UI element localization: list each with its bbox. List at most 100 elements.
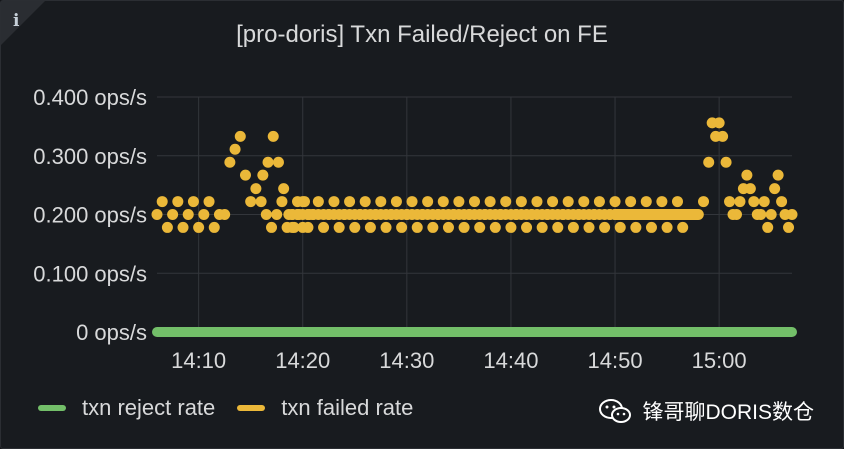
failed-rate-point	[293, 209, 305, 220]
failed-rate-point	[208, 221, 220, 233]
failed-rate-point	[698, 196, 710, 208]
failed-rate-point	[193, 221, 205, 233]
failed-rate-point	[298, 196, 310, 208]
y-tick-label: 0.400 ops/s	[33, 85, 147, 110]
failed-rate-point	[288, 221, 300, 233]
failed-rate-point	[772, 169, 784, 181]
legend-item-txn-failed-rate[interactable]: txn failed rate	[237, 395, 413, 421]
failed-rate-point	[177, 221, 189, 233]
failed-rate-point	[758, 196, 770, 208]
failed-rate-point	[161, 221, 173, 233]
failed-rate-point	[260, 209, 272, 220]
failed-rate-point	[406, 196, 418, 208]
wechat-icon	[599, 399, 632, 423]
x-axis-ticks: 14:10 14:20 14:30 14:40 14:50 15:00	[171, 348, 747, 373]
failed-rate-point	[630, 221, 642, 233]
x-tick-label: 14:30	[379, 348, 434, 373]
failed-rate-point	[453, 196, 465, 208]
failed-rate-point	[531, 196, 543, 208]
failed-rate-point	[364, 221, 376, 233]
failed-rate-point	[552, 221, 564, 233]
failed-rate-point	[271, 209, 283, 220]
failed-rate-point	[422, 196, 434, 208]
legend-swatch	[237, 405, 266, 411]
failed-rate-point	[442, 221, 454, 233]
failed-rate-point	[283, 209, 295, 220]
failed-rate-point	[783, 221, 795, 233]
failed-rate-point	[521, 221, 533, 233]
failed-rate-point	[250, 183, 262, 195]
failed-rate-point	[380, 221, 392, 233]
failed-rate-point	[156, 196, 168, 208]
failed-rate-point	[333, 221, 345, 233]
failed-rate-point	[724, 196, 736, 208]
failed-rate-point	[474, 221, 486, 233]
failed-rate-point	[583, 221, 595, 233]
failed-rate-point	[359, 196, 371, 208]
failed-rate-point	[640, 196, 652, 208]
failed-rate-point	[239, 169, 251, 181]
failed-rate-point	[187, 196, 199, 208]
failed-rate-point	[344, 196, 356, 208]
failed-rate-point	[489, 221, 501, 233]
failed-rate-point	[536, 221, 548, 233]
failed-rate-point	[505, 221, 517, 233]
failed-rate-point	[234, 130, 246, 142]
failed-rate-point	[278, 183, 290, 195]
failed-rate-point	[375, 196, 387, 208]
failed-rate-point	[245, 196, 257, 208]
watermark: 锋哥聊DORIS数仓	[598, 396, 814, 426]
info-icon[interactable]: i	[13, 11, 20, 31]
failed-rate-point	[515, 196, 527, 208]
failed-rate-point	[304, 209, 316, 220]
panel-title[interactable]: [pro-doris] Txn Failed/Reject on FE	[236, 21, 608, 48]
failed-rate-point	[266, 221, 278, 233]
y-tick-label: 0.100 ops/s	[33, 261, 147, 286]
failed-rate-point	[614, 221, 626, 233]
failed-rate-point	[172, 196, 184, 208]
failed-rate-point	[713, 117, 725, 129]
failed-rate-point	[469, 196, 480, 208]
failed-rate-point	[219, 209, 231, 220]
failed-rate-point	[198, 209, 210, 220]
failed-rate-point	[267, 130, 279, 142]
panel-info-corner[interactable]	[1, 1, 45, 45]
x-tick-label: 14:40	[483, 348, 538, 373]
legend-label: txn failed rate	[281, 395, 414, 420]
failed-rate-point	[741, 169, 753, 181]
failed-rate-point	[203, 196, 215, 208]
failed-rate-point	[390, 196, 402, 208]
failed-rate-point	[312, 196, 324, 208]
failed-rate-point	[349, 221, 361, 233]
failed-rate-point	[720, 156, 732, 168]
failed-rate-point	[272, 156, 284, 168]
failed-rate-point	[703, 156, 715, 168]
failed-rate-point	[182, 209, 194, 220]
failed-rate-point	[151, 209, 163, 220]
failed-rate-point	[645, 221, 657, 233]
failed-rate-point	[318, 221, 330, 233]
y-tick-label: 0 ops/s	[76, 320, 147, 345]
failed-rate-point	[578, 196, 590, 208]
failed-rate-point	[328, 196, 340, 208]
failed-rate-point	[671, 196, 683, 208]
x-tick-label: 14:20	[275, 348, 330, 373]
legend-swatch	[38, 405, 66, 411]
y-axis-ticks: 0 ops/s 0.100 ops/s 0.200 ops/s 0.300 ops/s…	[33, 85, 147, 345]
x-tick-label: 14:50	[588, 348, 643, 373]
failed-rate-point	[567, 221, 579, 233]
failed-rate-point	[547, 196, 559, 208]
series-txn-failed-rate	[151, 117, 798, 233]
failed-rate-point	[593, 196, 605, 208]
failed-rate-point	[167, 209, 179, 220]
failed-rate-point	[484, 196, 496, 208]
failed-rate-point	[257, 169, 269, 181]
failed-rate-point	[776, 196, 788, 208]
x-tick-label: 14:10	[171, 348, 226, 373]
legend-item-txn-reject-rate[interactable]: txn reject rate	[38, 395, 215, 421]
x-tick-label: 15:00	[692, 348, 747, 373]
failed-rate-point	[762, 221, 774, 233]
failed-rate-point	[500, 196, 512, 208]
